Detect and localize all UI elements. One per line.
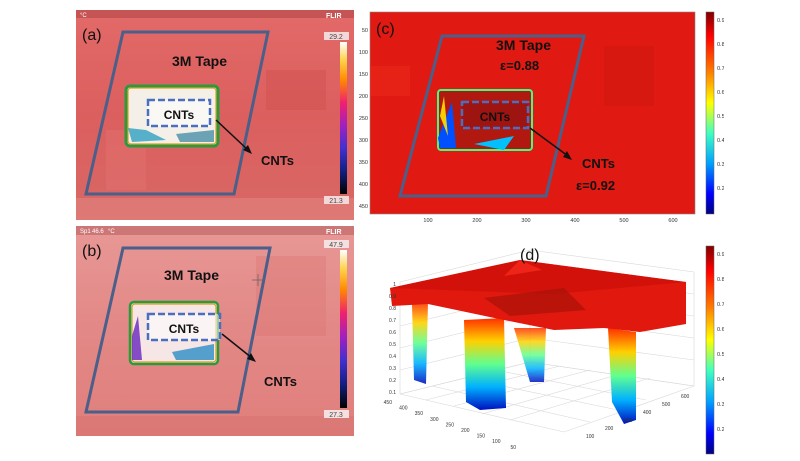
y-tick-label-d: 200 [461,428,470,434]
x-tick-label-c: 200 [472,218,481,224]
z-tick-label-d: 0.3 [389,366,396,372]
scale-max-b: 47.9 [329,242,343,249]
tape-label-c: 3M Tape [496,37,551,53]
x-tick-label-d: 100 [586,434,595,440]
colorbar-tick-label-c: 0.3 [717,162,724,168]
z-tick-label-d: 0.9 [389,294,396,300]
y-tick-label-c: 50 [362,28,368,34]
x-tick-label-c: 400 [570,218,579,224]
colorbar-tick-label-c: 0.6 [717,90,724,96]
y-tick-label-c: 300 [359,138,368,144]
y-tick-label-d: 150 [477,434,486,440]
scale-min-b: 27.3 [329,412,343,419]
y-tick-label-c: 100 [359,50,368,56]
y-tick-label-c: 200 [359,94,368,100]
panel-letter-b: (b) [82,243,102,260]
z-tick-label-d: 0.5 [389,342,396,348]
panel-letter-c: (c) [376,21,395,38]
panel-letter-a: (a) [82,27,102,44]
x-tick-label-d: 400 [643,410,652,416]
z-tick-label-d: 0.8 [389,306,396,312]
x-tick-label-d: 300 [624,418,633,424]
cnt-arrow-label-a: CNTs [261,153,294,168]
colorbar-tick-label-d: 0.4 [717,377,724,383]
colorbar-tick-label-d: 0.6 [717,327,724,333]
scale-max-a: 29.2 [329,34,343,41]
spot-crosshair [252,274,264,286]
colorbar-tick-label-d: 0.5 [717,352,724,358]
colorbar-tick-label-c: 0.5 [717,114,724,120]
y-tick-label-c: 400 [359,182,368,188]
z-tick-label-d: 0.7 [389,318,396,324]
colorbar-tick-label-c: 0.7 [717,66,724,72]
unit-label-b: °C [108,229,115,235]
y-tick-label-d: 350 [415,411,424,417]
cnt-emissivity-c: ε=0.92 [576,178,615,193]
colorbar-tick-label-d: 0.9 [717,252,724,258]
panel-d-3d-surface: (d) 1 0.9 0.8 0.7 0.6 0.5 0.4 0.3 0.2 0.1 450 400 3… [354,232,724,461]
tape-label-a: 3M Tape [172,53,227,69]
flir-logo-a: FLIR [326,13,342,20]
x-tick-label-c: 100 [423,218,432,224]
panel-b-thermal-image: Sp1 46.6 °C FLIR CNTs CNTs 3M Tape (b) 4… [76,226,354,436]
x-tick-label-d: 600 [681,394,690,400]
y-tick-label-d: 300 [430,417,439,423]
x-tick-label-d: 500 [662,402,671,408]
y-tick-label-d: 250 [446,422,455,428]
unit-label-a: °C [80,13,87,19]
x-tick-label-c: 600 [668,218,677,224]
colorbar-tick-label-c: 0.2 [717,186,724,192]
colorbar-tick-label-d: 0.3 [717,402,724,408]
panel-c-emissivity-map: CNTs CNTs ε=0.92 3M Tape ε=0.88 (c) 50 10… [354,6,724,231]
colorbar-tick-label-c: 0.9 [717,18,724,24]
panel-a-thermal-image: °C FLIR CNTs CNTs 3M Tape (a) 29.2 21.3 [76,10,354,220]
colorbar-tick-label-d: 0.7 [717,302,724,308]
z-tick-label-d: 0.6 [389,330,396,336]
tape-emissivity-c: ε=0.88 [500,58,539,73]
x-tick-label-d: 200 [605,426,614,432]
cnt-box-label-c: CNTs [480,110,511,124]
header-value-b: 46.6 [92,229,104,235]
tape-label-b: 3M Tape [164,267,219,283]
colorbar-tick-label-c: 0.4 [717,138,724,144]
y-tick-label-d: 400 [399,406,408,412]
x-tick-label-c: 300 [521,218,530,224]
y-tick-label-c: 250 [359,116,368,122]
cnt-box-label-b: CNTs [169,322,200,336]
z-tick-label-d: 0.2 [389,378,396,384]
x-tick-label-c: 500 [619,218,628,224]
z-tick-label-d: 1 [393,282,396,288]
scale-min-a: 21.3 [329,198,343,205]
y-tick-label-c: 150 [359,72,368,78]
y-tick-label-d: 450 [384,400,393,406]
header-text-b: Sp1 [80,229,91,235]
panel-letter-d: (d) [520,247,540,264]
flir-logo-b: FLIR [326,229,342,236]
cnt-arrow-label-c: CNTs [582,156,615,171]
z-tick-label-d: 0.1 [389,390,396,396]
cnt-arrow-label-b: CNTs [264,374,297,389]
z-tick-label-d: 0.4 [389,354,396,360]
cnt-box-label-a: CNTs [164,108,195,122]
y-tick-label-c: 350 [359,160,368,166]
y-tick-label-d: 50 [510,445,516,451]
colorbar-tick-label-d: 0.8 [717,277,724,283]
y-tick-label-d: 100 [492,439,501,445]
colorbar-tick-label-d: 0.2 [717,427,724,433]
colorbar-tick-label-c: 0.8 [717,42,724,48]
y-tick-label-c: 450 [359,204,368,210]
